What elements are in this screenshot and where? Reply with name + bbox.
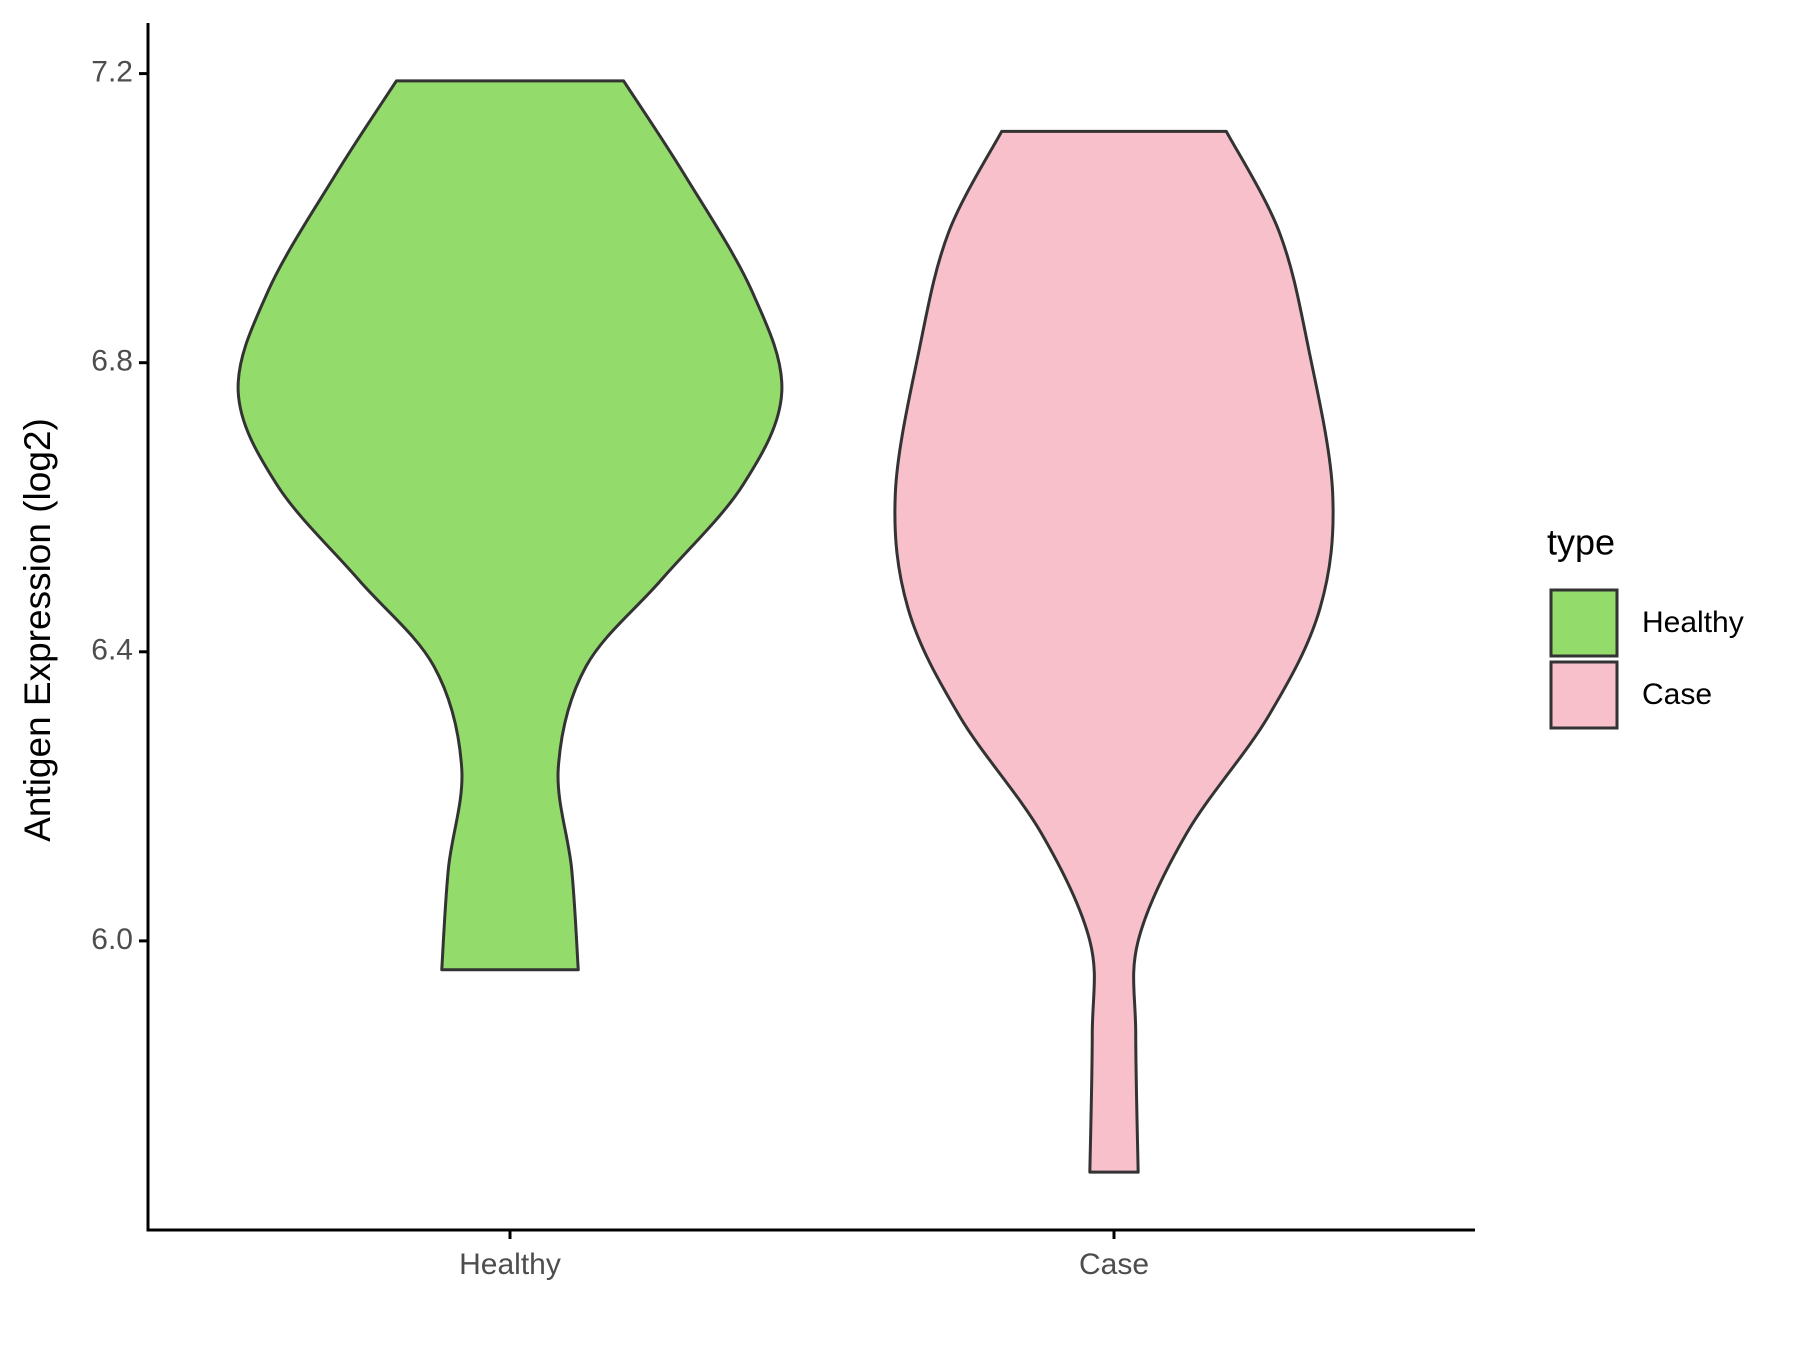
y-tick-label: 6.8: [91, 345, 133, 378]
legend-key: [1549, 660, 1619, 730]
y-tick-label: 7.2: [91, 56, 133, 89]
violin: [893, 129, 1335, 1174]
legend-title: type: [1547, 522, 1615, 563]
x-tick-label: Case: [1079, 1248, 1149, 1281]
violin: [236, 79, 784, 972]
y-tick-label: 6.4: [91, 634, 133, 667]
y-axis-label: Antigen Expression (log2): [17, 418, 58, 842]
legend-label: Case: [1642, 678, 1712, 711]
y-tick-label: 6.0: [91, 923, 133, 956]
x-tick-label: Healthy: [459, 1248, 561, 1281]
legend-key: [1549, 588, 1619, 658]
legend-label: Healthy: [1642, 606, 1744, 639]
